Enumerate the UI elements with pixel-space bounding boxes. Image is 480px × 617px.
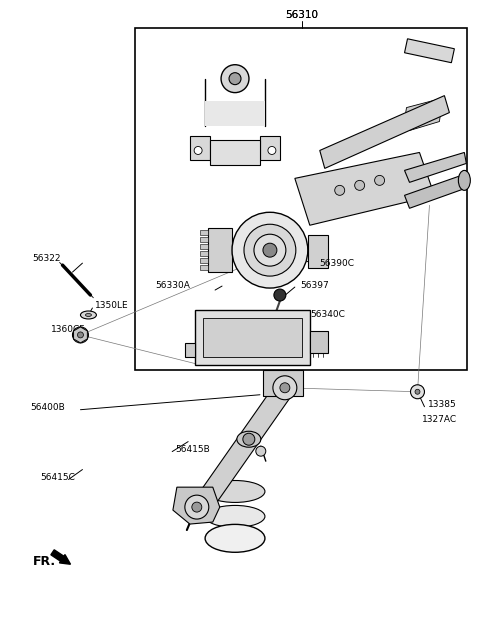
Polygon shape bbox=[320, 96, 449, 168]
Circle shape bbox=[194, 146, 202, 154]
Circle shape bbox=[355, 180, 365, 190]
Text: 13385: 13385 bbox=[428, 400, 456, 409]
Bar bbox=[200, 251, 208, 256]
Polygon shape bbox=[190, 136, 210, 160]
Polygon shape bbox=[185, 343, 195, 357]
Circle shape bbox=[243, 433, 255, 445]
Circle shape bbox=[256, 446, 266, 456]
Circle shape bbox=[415, 389, 420, 394]
Bar bbox=[195, 310, 310, 365]
Circle shape bbox=[273, 376, 297, 400]
Polygon shape bbox=[308, 235, 328, 268]
Circle shape bbox=[274, 289, 286, 301]
Polygon shape bbox=[260, 136, 280, 160]
Circle shape bbox=[263, 243, 277, 257]
Polygon shape bbox=[73, 327, 87, 343]
Bar bbox=[200, 265, 208, 270]
Bar bbox=[310, 331, 328, 353]
Circle shape bbox=[72, 327, 88, 343]
Circle shape bbox=[77, 332, 84, 338]
Bar bbox=[200, 258, 208, 263]
Polygon shape bbox=[405, 152, 467, 183]
Circle shape bbox=[410, 385, 424, 399]
Text: 56415C: 56415C bbox=[41, 473, 75, 482]
Bar bbox=[200, 244, 208, 249]
Text: 56310: 56310 bbox=[285, 10, 318, 20]
Ellipse shape bbox=[458, 170, 470, 190]
Bar bbox=[210, 141, 260, 165]
Circle shape bbox=[268, 146, 276, 154]
Text: 56310: 56310 bbox=[285, 10, 318, 20]
Polygon shape bbox=[405, 39, 455, 63]
Circle shape bbox=[244, 224, 296, 276]
Text: 56322: 56322 bbox=[33, 254, 61, 263]
Bar bbox=[203, 318, 302, 357]
Polygon shape bbox=[295, 152, 434, 225]
Circle shape bbox=[232, 212, 308, 288]
Ellipse shape bbox=[85, 313, 91, 317]
Bar bbox=[200, 230, 208, 235]
Text: 56400B: 56400B bbox=[31, 404, 65, 412]
Ellipse shape bbox=[205, 505, 265, 528]
Ellipse shape bbox=[81, 311, 96, 319]
Circle shape bbox=[335, 185, 345, 196]
Circle shape bbox=[229, 73, 241, 85]
Polygon shape bbox=[405, 175, 465, 209]
Circle shape bbox=[192, 502, 202, 512]
Circle shape bbox=[280, 383, 290, 393]
Circle shape bbox=[374, 175, 384, 185]
Ellipse shape bbox=[237, 431, 261, 447]
Text: 56340C: 56340C bbox=[310, 310, 345, 320]
Text: 56415B: 56415B bbox=[175, 445, 210, 454]
Circle shape bbox=[221, 65, 249, 93]
Bar bbox=[200, 237, 208, 242]
Bar bbox=[135, 28, 468, 370]
Polygon shape bbox=[208, 228, 232, 272]
Circle shape bbox=[185, 495, 209, 519]
Ellipse shape bbox=[205, 481, 265, 502]
Text: 56397: 56397 bbox=[300, 281, 329, 289]
Text: 1327AC: 1327AC bbox=[421, 415, 456, 424]
Ellipse shape bbox=[205, 524, 265, 552]
Polygon shape bbox=[409, 115, 441, 131]
FancyArrow shape bbox=[51, 550, 71, 565]
Polygon shape bbox=[408, 107, 443, 123]
Text: 56390C: 56390C bbox=[320, 259, 355, 268]
Polygon shape bbox=[406, 97, 444, 114]
Circle shape bbox=[254, 234, 286, 266]
Text: FR.: FR. bbox=[33, 555, 56, 568]
Polygon shape bbox=[173, 487, 220, 524]
Polygon shape bbox=[197, 382, 293, 508]
Polygon shape bbox=[263, 370, 303, 395]
Text: 1360CF: 1360CF bbox=[50, 325, 85, 334]
Text: 56330A: 56330A bbox=[155, 281, 190, 289]
Text: 1350LE: 1350LE bbox=[96, 300, 129, 310]
Bar bbox=[205, 101, 265, 125]
